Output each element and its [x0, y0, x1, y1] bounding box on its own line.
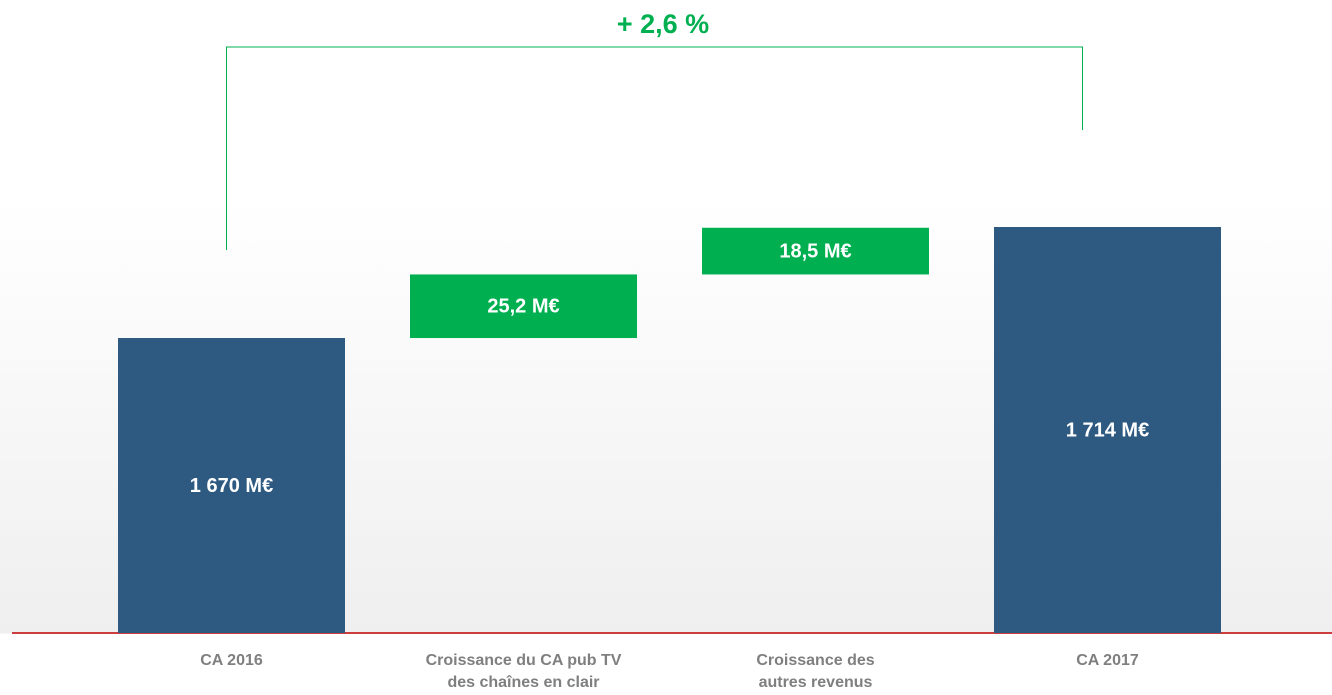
- value-label: 1 670 M€: [190, 475, 273, 497]
- value-label: 1 714 M€: [1066, 419, 1149, 441]
- bar: [702, 227, 929, 275]
- value-label: 25,2 M€: [487, 296, 559, 318]
- bar: [118, 338, 345, 633]
- annotation: + 2,6 %: [617, 9, 709, 39]
- bar: [410, 274, 637, 339]
- category-label: CA 2016: [200, 652, 263, 669]
- category-label: CA 2017: [1076, 652, 1139, 669]
- bracket: [226, 46, 1083, 251]
- bar: [994, 227, 1221, 633]
- value-label: 18,5 M€: [779, 240, 851, 262]
- category-label: Croissance du CA pub TV des chaînes en c…: [425, 652, 622, 691]
- category-label: Croissance des autres revenus: [756, 652, 875, 691]
